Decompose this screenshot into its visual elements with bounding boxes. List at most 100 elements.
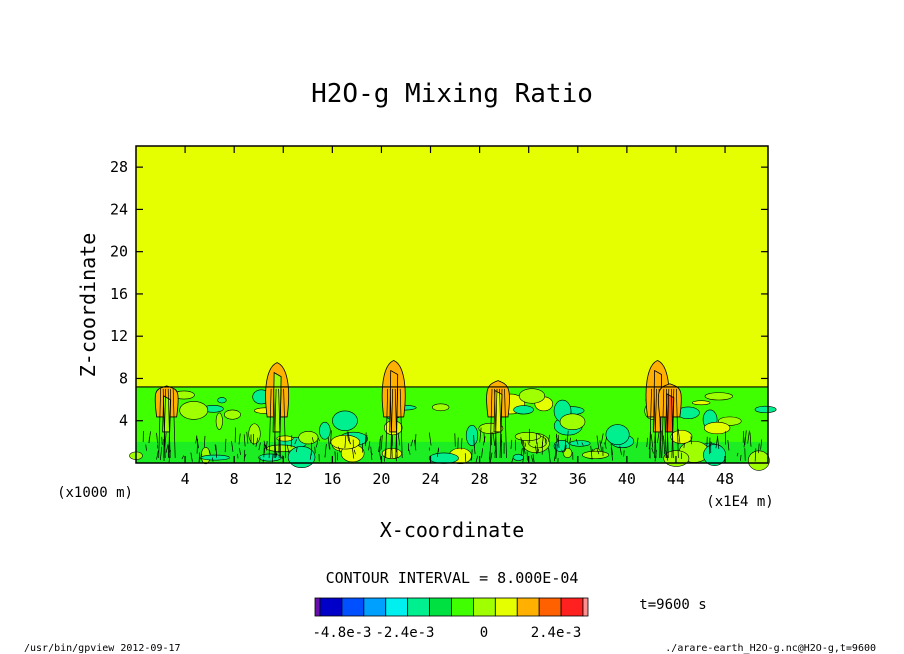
surface-contour	[479, 427, 482, 443]
surface-contour	[410, 439, 414, 447]
surface-contour	[581, 442, 584, 446]
surface-contour	[243, 449, 246, 462]
surface-contour	[554, 443, 557, 453]
eddy	[559, 413, 586, 431]
plume-contour	[671, 388, 675, 459]
plume-contour	[649, 388, 652, 459]
surface-contour	[165, 444, 169, 453]
surface-contour	[181, 455, 185, 460]
plume-contour	[278, 388, 281, 459]
surface-contour	[208, 450, 211, 455]
surface-contour	[754, 448, 757, 462]
surface-contour	[524, 442, 527, 447]
eddy	[432, 403, 450, 412]
colorbar-swatch	[385, 597, 409, 617]
surface-contour	[327, 437, 331, 450]
surface-contour	[454, 433, 456, 447]
surface-contour	[383, 447, 387, 462]
surface-contour	[258, 442, 261, 451]
surface-contour	[379, 450, 382, 460]
eddy	[704, 392, 733, 401]
colorbar-swatch	[538, 597, 562, 617]
surface-contour	[575, 439, 579, 445]
surface-contour	[397, 432, 401, 446]
colorbar-swatch	[314, 597, 321, 617]
surface-contour	[482, 436, 486, 446]
surface-contour	[246, 431, 249, 444]
plume-contour	[390, 388, 394, 459]
colorbar-label: 0	[480, 625, 488, 641]
plume-contour	[494, 388, 498, 459]
plume-contour	[158, 388, 162, 459]
surface-contour	[557, 434, 560, 449]
plume-contour	[395, 388, 399, 459]
plume-contour	[666, 388, 670, 459]
surface-contour	[408, 448, 411, 455]
surface-contour	[311, 437, 314, 443]
plume-contour	[268, 388, 272, 459]
plume-contour	[389, 388, 393, 459]
surface-contour	[743, 437, 746, 448]
surface-contour	[522, 440, 526, 455]
surface-contour	[316, 440, 319, 448]
plume-contour	[661, 388, 665, 459]
surface-contour	[370, 446, 373, 460]
surface-contour	[727, 439, 730, 451]
eddy	[223, 409, 241, 420]
surface-contour	[548, 447, 551, 463]
surface-contour	[636, 437, 639, 448]
plot-area	[129, 146, 777, 471]
eddy	[754, 405, 777, 414]
surface-contour	[265, 440, 268, 451]
x-tick-label: 36	[569, 470, 587, 488]
eddy	[692, 400, 711, 406]
surface-contour	[353, 449, 356, 455]
surface-contour	[520, 447, 523, 457]
y-tick-label: 24	[110, 200, 128, 218]
chart-title: H2O-g Mixing Ratio	[311, 79, 593, 109]
eddy	[512, 453, 524, 461]
eddy	[332, 410, 358, 431]
plume-contour	[399, 388, 403, 459]
surface-contour	[263, 440, 267, 449]
surface-contour	[195, 435, 198, 444]
colorbar-swatch	[516, 597, 540, 617]
surface-contour	[666, 454, 669, 461]
surface-contour	[294, 439, 297, 445]
surface-contour	[553, 451, 557, 462]
eddy	[562, 447, 573, 458]
colorbar-label: -2.4e-3	[375, 625, 434, 641]
surface-contour	[650, 434, 654, 448]
colorbar-swatch	[451, 597, 474, 617]
surface-contour	[156, 450, 159, 460]
eddy	[605, 424, 630, 446]
plume-contour	[504, 388, 507, 459]
x-tick-label: 48	[716, 470, 734, 488]
surface-contour	[238, 433, 241, 445]
surface-contour	[510, 439, 513, 449]
surface-contour	[610, 447, 613, 461]
colorbar-swatch	[341, 597, 365, 617]
colorbar: -4.8e-3 -2.4e-3 0 2.4e-3	[312, 597, 589, 641]
surface-contour	[490, 431, 493, 446]
plot-frame	[135, 145, 769, 464]
surface-contour	[244, 454, 247, 458]
colorbar-label: -4.8e-3	[312, 625, 371, 641]
surface-contour	[740, 454, 742, 461]
plume-contour	[273, 388, 277, 459]
colorbar-swatch	[429, 597, 452, 617]
eddy	[319, 421, 331, 440]
surface-contour	[212, 457, 214, 462]
surface-contour	[475, 455, 479, 464]
plume-contour	[385, 388, 389, 459]
surface-contour	[663, 439, 666, 454]
surface-contour	[604, 436, 607, 445]
plume-contour	[162, 388, 166, 459]
surface-contour	[564, 438, 567, 453]
surface-contour	[239, 447, 241, 455]
surface-contour	[565, 444, 567, 451]
x-axis-label: X-coordinate	[380, 518, 525, 542]
plume-contour	[654, 388, 657, 459]
plume-contour	[499, 388, 503, 459]
surface-contour	[156, 432, 158, 444]
